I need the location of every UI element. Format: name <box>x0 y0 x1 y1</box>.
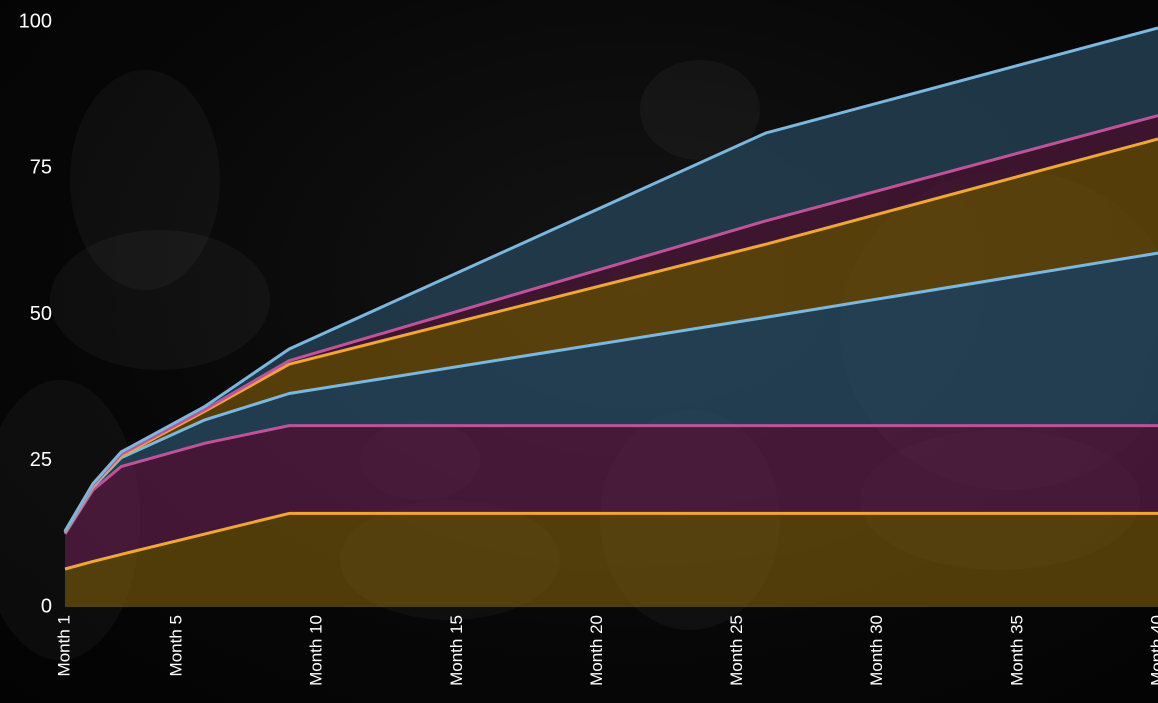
y-tick-label: 25 <box>30 449 52 471</box>
series-line-1 <box>64 511 1158 571</box>
x-tick-label: Month 20 <box>587 615 606 686</box>
area-fill-series-1 <box>65 513 1158 607</box>
background-silhouette <box>50 230 270 370</box>
x-tick-label: Month 1 <box>54 615 73 676</box>
x-tick-label: Month 30 <box>867 615 886 686</box>
x-tick-label: Month 25 <box>727 615 746 686</box>
y-tick-label: 0 <box>41 595 52 617</box>
area-fill-series-3 <box>65 253 1158 534</box>
x-tick-label: Month 40 <box>1147 615 1158 686</box>
y-tick-label: 75 <box>30 157 52 179</box>
series-line-6 <box>63 26 1158 532</box>
y-axis: 0 25 50 75 100 <box>19 10 52 617</box>
area-fill-series-6 <box>65 27 1158 532</box>
x-tick-label: Month 5 <box>167 615 186 676</box>
area-fill-series-4 <box>65 139 1158 533</box>
area-fill-series-2 <box>65 425 1158 569</box>
area-fill-series-5 <box>65 115 1158 533</box>
x-tick-label: Month 10 <box>307 615 326 686</box>
x-tick-label: Month 15 <box>447 615 466 686</box>
series-line-2 <box>63 424 1158 535</box>
x-axis: Month 1 Month 5 Month 10 Month 15 Month 20 Mo… <box>54 615 1158 686</box>
x-tick-label: Month 35 <box>1007 615 1026 686</box>
series-lines <box>63 26 1158 571</box>
y-tick-label: 100 <box>19 10 52 32</box>
area-fills <box>65 27 1158 607</box>
y-tick-label: 50 <box>30 303 52 325</box>
